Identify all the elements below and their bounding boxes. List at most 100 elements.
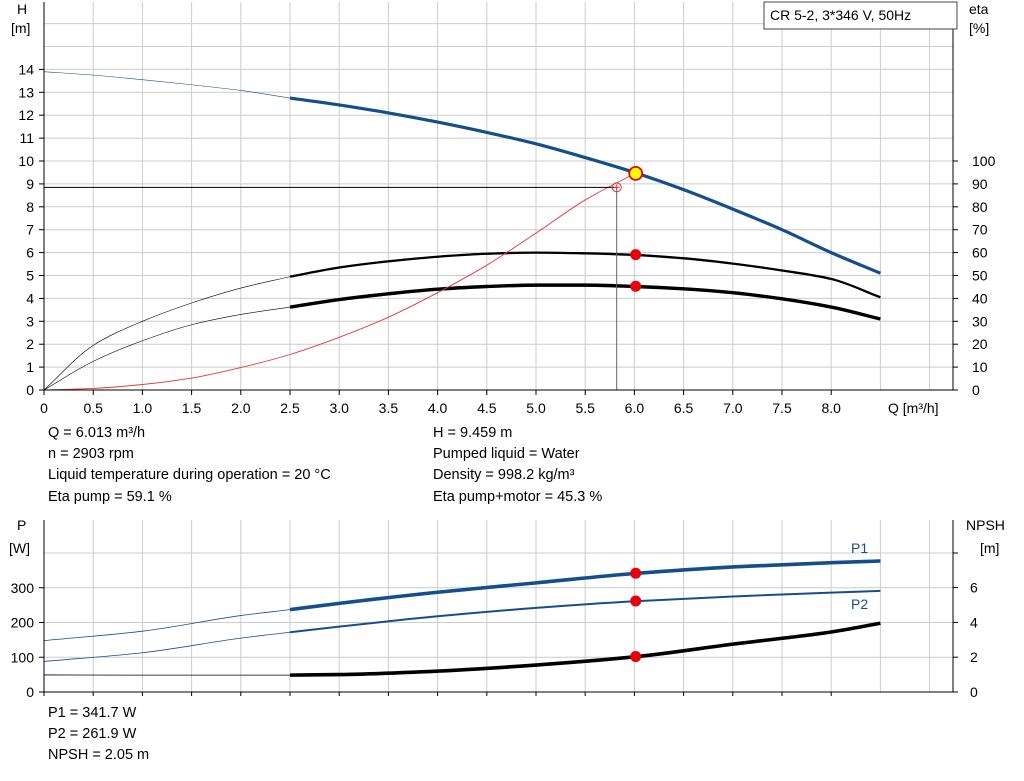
top-y2-axis-unit: [%] bbox=[969, 20, 989, 36]
chart-tick-labels: 0 0.5 1.0 1.5 2.0 2.5 3.0 3.5 4.0 4.5 5.0 5.5 6.0 6.5… bbox=[11, 61, 996, 700]
chart-title: CR 5-2, 3*346 V, 50Hz bbox=[770, 7, 911, 23]
y-tick-label: 8 bbox=[26, 199, 34, 215]
y-tick-label: 13 bbox=[18, 84, 34, 100]
x-tick-label: 5.0 bbox=[526, 400, 546, 416]
eta_pump_motor-curve-extrapolated bbox=[43, 306, 291, 391]
x-tick-label: 3.0 bbox=[329, 400, 349, 416]
x-tick-label: 7.0 bbox=[723, 400, 743, 416]
y2-tick-label: 60 bbox=[972, 245, 988, 261]
y-tick-label: 5 bbox=[26, 268, 34, 284]
y-tick-label: 200 bbox=[11, 615, 35, 631]
bottom-chart-curves bbox=[43, 559, 881, 677]
H-curve bbox=[289, 96, 882, 275]
y2-tick-label: 50 bbox=[972, 268, 988, 284]
x-tick-label: 7.5 bbox=[772, 400, 792, 416]
x-tick-label: 4.0 bbox=[428, 400, 448, 416]
y-tick-label: 11 bbox=[19, 130, 34, 146]
info-density: Density = 998.2 kg/m³ bbox=[433, 467, 575, 483]
y2-tick-label: 4 bbox=[970, 614, 978, 630]
y-tick-label: 1 bbox=[26, 359, 34, 375]
info-liquid-temperature: Liquid temperature during operation = 20… bbox=[48, 467, 331, 483]
info-n: n = 2903 rpm bbox=[48, 446, 134, 462]
bottom-y-axis-unit: [W] bbox=[9, 540, 30, 556]
x-tick-label: 1.0 bbox=[133, 400, 153, 416]
bottom-chart-grid bbox=[44, 520, 953, 692]
y2-tick-label: 2 bbox=[970, 649, 978, 665]
x-tick-label: 6.5 bbox=[674, 400, 694, 416]
p1-curve-extrapolated bbox=[43, 609, 291, 641]
y-tick-label: 9 bbox=[26, 176, 34, 192]
info-eta-pump-motor: Eta pump+motor = 45.3 % bbox=[433, 489, 603, 505]
bottom-y2-axis-label: NPSH bbox=[966, 517, 1005, 533]
x-tick-label: 2.5 bbox=[280, 400, 300, 416]
y2-tick-label: 0 bbox=[972, 382, 980, 398]
top-y2-axis-label: eta bbox=[969, 1, 989, 17]
y-tick-label: 100 bbox=[11, 649, 35, 665]
top-chart-grid bbox=[44, 2, 953, 390]
x-tick-label: 2.0 bbox=[231, 400, 251, 416]
y2-tick-label: 80 bbox=[972, 199, 988, 215]
top-y-axis-unit: [m] bbox=[11, 20, 30, 36]
series-label-p1: P1 bbox=[851, 540, 868, 556]
x-tick-label: 6.0 bbox=[625, 400, 645, 416]
y2-tick-label: 0 bbox=[970, 684, 978, 700]
x-tick-label: 0.5 bbox=[83, 400, 103, 416]
y2-tick-label: 6 bbox=[970, 580, 978, 596]
x-tick-label: 8.0 bbox=[821, 400, 841, 416]
efficiency-operating-point bbox=[630, 249, 642, 261]
y-tick-label: 7 bbox=[26, 222, 34, 238]
x-tick-label: 1.5 bbox=[182, 400, 202, 416]
p2-curve bbox=[289, 589, 881, 634]
info-eta-pump: Eta pump = 59.1 % bbox=[48, 489, 172, 505]
y-tick-label: 12 bbox=[18, 107, 34, 123]
y-tick-label: 10 bbox=[18, 153, 34, 169]
p2-curve-extrapolated bbox=[43, 631, 291, 662]
power-operating-point bbox=[630, 567, 642, 579]
info-p2: P2 = 261.9 W bbox=[48, 726, 137, 742]
x-tick-label: 0 bbox=[40, 400, 48, 416]
top-chart-curves bbox=[43, 71, 882, 391]
bottom-y-axis-label: P bbox=[17, 517, 26, 533]
power-operating-point bbox=[630, 651, 642, 663]
y-tick-label: 0 bbox=[26, 684, 34, 700]
info-pumped-liquid: Pumped liquid = Water bbox=[433, 446, 580, 462]
npsh-curve bbox=[289, 621, 881, 677]
y2-tick-label: 20 bbox=[972, 336, 988, 352]
system-curve bbox=[43, 173, 635, 391]
y-tick-label: 14 bbox=[18, 61, 34, 77]
chart-title-box bbox=[763, 1, 958, 30]
power-operating-point bbox=[630, 595, 642, 607]
y2-tick-label: 100 bbox=[972, 153, 996, 169]
info-q: Q = 6.013 m³/h bbox=[48, 425, 146, 441]
eta_pump-curve-extrapolated bbox=[43, 276, 291, 391]
eta_pump-curve bbox=[289, 251, 881, 299]
y-tick-label: 4 bbox=[26, 290, 34, 306]
y-tick-label: 3 bbox=[26, 313, 34, 329]
series-label-p2: P2 bbox=[851, 596, 868, 612]
H-curve-extrapolated bbox=[43, 71, 291, 99]
info-npsh: NPSH = 2.05 m bbox=[48, 747, 150, 763]
y-tick-label: 0 bbox=[26, 382, 34, 398]
p1-curve bbox=[289, 559, 881, 612]
top-y-axis-label: H bbox=[17, 1, 27, 17]
efficiency-operating-point bbox=[630, 280, 642, 292]
y-tick-label: 300 bbox=[11, 580, 35, 596]
reference-point-marker bbox=[611, 182, 622, 193]
x-tick-label: 3.5 bbox=[379, 400, 399, 416]
info-h: H = 9.459 m bbox=[433, 425, 513, 441]
y2-tick-label: 40 bbox=[972, 290, 988, 306]
y2-tick-label: 30 bbox=[972, 313, 988, 329]
y-tick-label: 2 bbox=[26, 336, 34, 352]
y-tick-label: 6 bbox=[26, 245, 34, 261]
x-tick-label: 5.5 bbox=[575, 400, 595, 416]
x-axis-label: Q [m³/h] bbox=[888, 400, 939, 416]
bottom-y2-axis-unit: [m] bbox=[980, 540, 999, 556]
chart-axes bbox=[43, 2, 954, 693]
eta_pump_motor-curve bbox=[289, 283, 881, 321]
duty-point bbox=[628, 165, 644, 181]
y2-tick-label: 70 bbox=[972, 222, 988, 238]
x-tick-label: 4.5 bbox=[477, 400, 497, 416]
y2-tick-label: 90 bbox=[972, 176, 988, 192]
y2-tick-label: 10 bbox=[972, 359, 988, 375]
